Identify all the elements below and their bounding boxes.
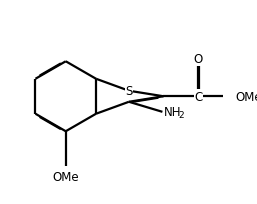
Text: C: C xyxy=(194,90,203,103)
Text: 2: 2 xyxy=(179,110,185,119)
Text: O: O xyxy=(194,53,203,66)
Text: OMe: OMe xyxy=(235,90,257,103)
Text: S: S xyxy=(125,85,133,98)
Text: OMe: OMe xyxy=(52,171,79,184)
Text: NH: NH xyxy=(164,106,182,119)
